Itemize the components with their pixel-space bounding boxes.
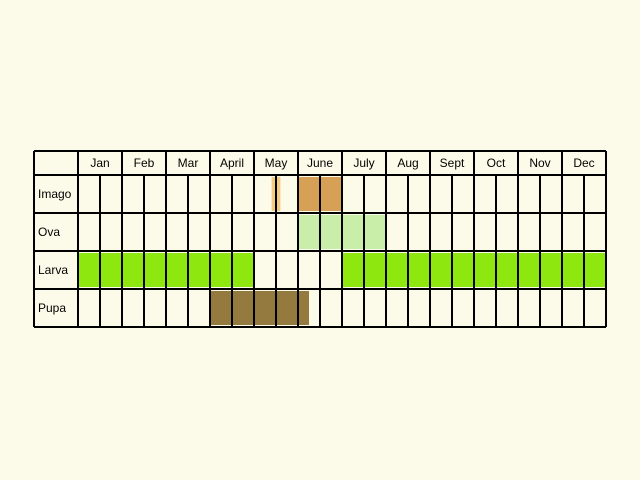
month-header-may: May [265, 156, 288, 170]
month-header-jan: Jan [90, 156, 109, 170]
stage-label-imago: Imago [38, 187, 72, 201]
grid-lines [33, 150, 607, 328]
month-header-june: June [307, 156, 333, 170]
grid-labels: Jan Feb Mar April May June July Aug Sept Oct Nov De… [38, 156, 595, 315]
month-header-dec: Dec [573, 156, 594, 170]
pupa-period-1 [210, 291, 309, 325]
stage-label-ova: Ova [38, 225, 60, 239]
month-header-april: April [220, 156, 244, 170]
month-header-nov: Nov [529, 156, 550, 170]
month-header-sept: Sept [440, 156, 465, 170]
month-header-oct: Oct [487, 156, 506, 170]
month-header-aug: Aug [397, 156, 418, 170]
stage-label-larva: Larva [38, 263, 68, 277]
month-header-july: July [353, 156, 374, 170]
month-header-feb: Feb [134, 156, 155, 170]
month-header-mar: Mar [178, 156, 199, 170]
stage-label-pupa: Pupa [38, 301, 66, 315]
